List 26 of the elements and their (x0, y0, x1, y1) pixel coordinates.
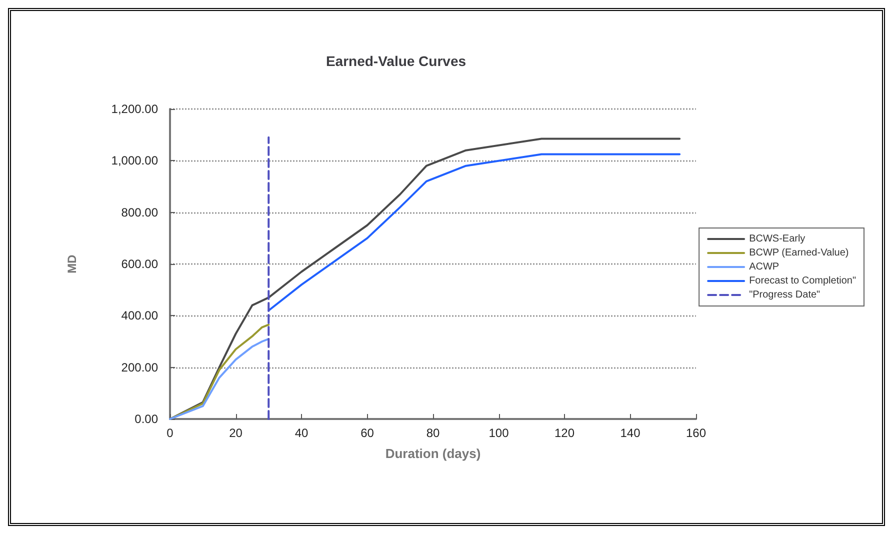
x-tick-label: 140 (620, 426, 641, 440)
y-tick-label: 600.00 (121, 257, 158, 271)
legend-label: ACWP (749, 262, 780, 272)
x-tick-label: 40 (294, 426, 308, 440)
legend-label: BCWP (Earned-Value) (749, 248, 849, 258)
x-axis-title: Duration (days) (385, 446, 481, 461)
y-tick-label: 1,000.00 (111, 154, 158, 168)
legend-label: "Progress Date" (749, 290, 821, 300)
y-axis-title: MD (65, 254, 79, 274)
line-series (268, 153, 681, 312)
x-tick-label: 120 (554, 426, 575, 440)
legend-label: BCWS-Early (749, 234, 806, 244)
y-tick-label: 400.00 (121, 308, 158, 323)
y-tick-label: 200.00 (121, 360, 158, 374)
x-tick-label: 60 (360, 426, 374, 440)
x-tick-label: 20 (229, 426, 243, 440)
x-tick-label: 160 (686, 426, 706, 440)
y-tick-label: 1,200.00 (111, 102, 158, 116)
line-series (169, 138, 681, 420)
x-tick-label: 100 (488, 426, 510, 440)
legend-label: Forecast to Completion" (749, 276, 856, 286)
x-tick-label: 80 (426, 426, 440, 440)
y-tick-label: 800.00 (121, 205, 158, 220)
x-tick-label: 0 (166, 426, 174, 440)
y-tick-label: 0.00 (134, 412, 158, 426)
chart-title: Earned-Value Curves (326, 53, 466, 69)
